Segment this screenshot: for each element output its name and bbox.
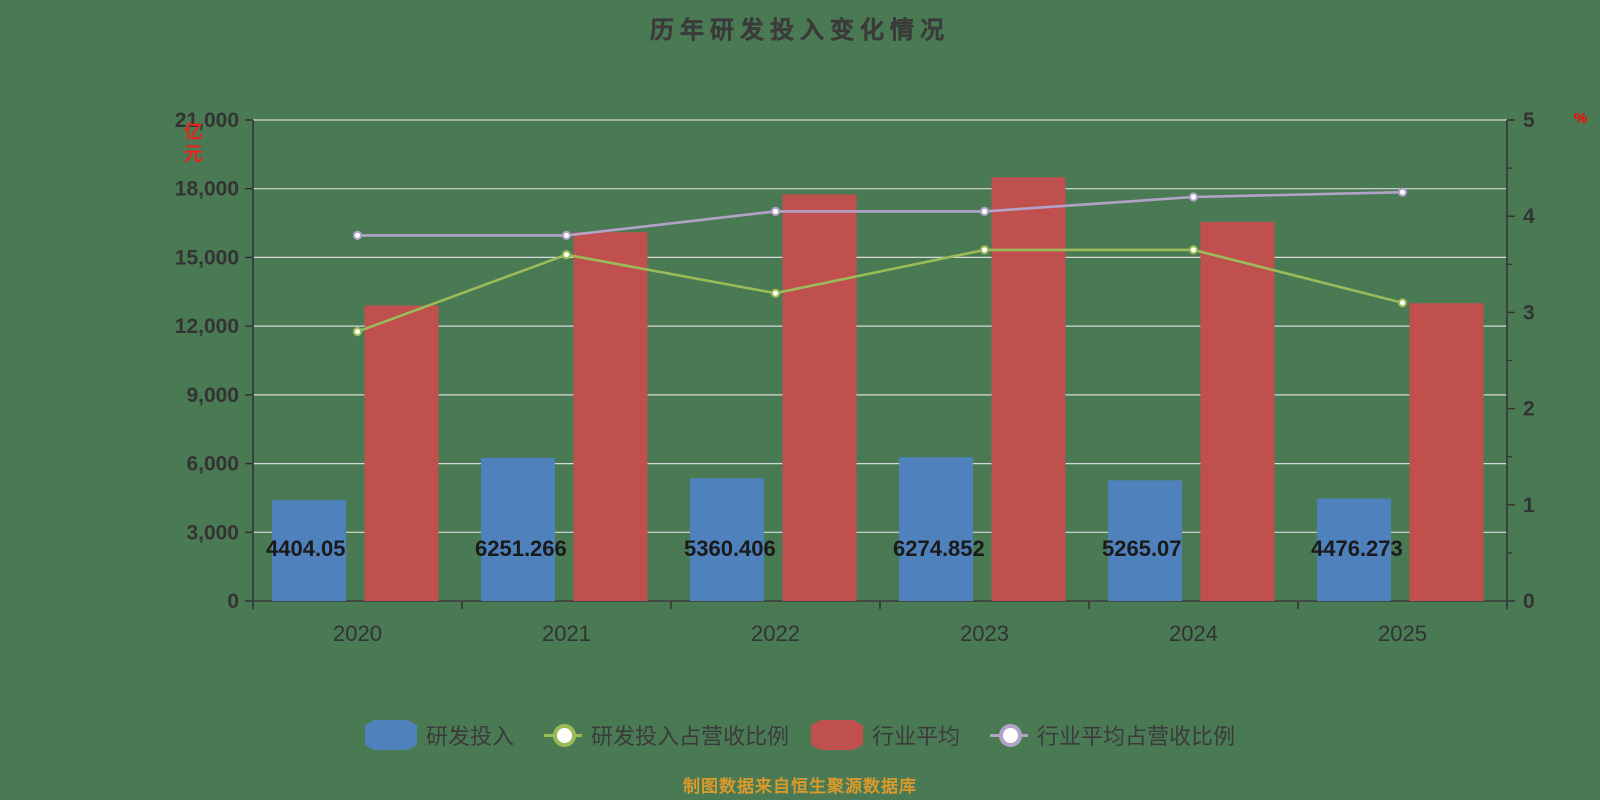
- svg-text:3,000: 3,000: [186, 521, 239, 544]
- svg-text:0: 0: [227, 590, 239, 613]
- svg-text:2020: 2020: [333, 621, 382, 646]
- svg-text:6251.266: 6251.266: [475, 536, 567, 561]
- svg-text:4404.05: 4404.05: [266, 536, 346, 561]
- svg-text:6,000: 6,000: [186, 453, 239, 476]
- svg-text:5265.07: 5265.07: [1102, 536, 1182, 561]
- svg-text:5: 5: [1523, 109, 1535, 132]
- svg-text:9,000: 9,000: [186, 384, 239, 407]
- svg-text:2021: 2021: [542, 621, 591, 646]
- svg-text:15,000: 15,000: [175, 246, 239, 269]
- svg-text:2022: 2022: [751, 621, 800, 646]
- svg-text:12,000: 12,000: [175, 315, 239, 338]
- svg-text:2025: 2025: [1378, 621, 1427, 646]
- svg-text:2: 2: [1523, 398, 1535, 421]
- svg-text:4476.273: 4476.273: [1311, 536, 1403, 561]
- svg-text:3: 3: [1523, 301, 1535, 324]
- svg-text:5360.406: 5360.406: [684, 536, 776, 561]
- svg-text:2023: 2023: [960, 621, 1009, 646]
- svg-text:18,000: 18,000: [175, 178, 239, 201]
- svg-text:6274.852: 6274.852: [893, 536, 985, 561]
- svg-text:0: 0: [1523, 590, 1535, 613]
- svg-text:2024: 2024: [1169, 621, 1218, 646]
- svg-text:4: 4: [1523, 205, 1535, 228]
- svg-text:1: 1: [1523, 494, 1535, 517]
